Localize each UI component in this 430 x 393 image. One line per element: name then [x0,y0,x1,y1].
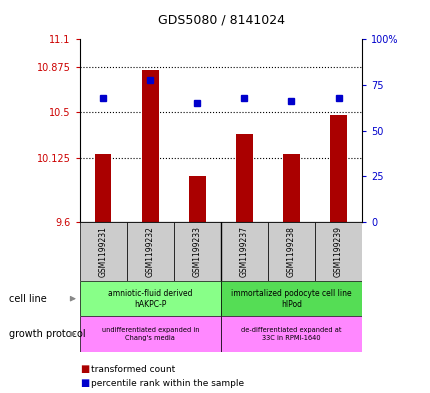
Bar [80,222,126,281]
Bar [329,115,346,222]
Text: amniotic-fluid derived
hAKPC-P: amniotic-fluid derived hAKPC-P [108,288,192,309]
Bar [126,222,173,281]
Text: transformed count: transformed count [90,365,174,374]
Text: GDS5080 / 8141024: GDS5080 / 8141024 [158,14,285,27]
Text: GSM1199231: GSM1199231 [98,226,108,277]
Bar [80,316,220,352]
Text: ■: ■ [80,364,89,375]
Bar [173,222,220,281]
Bar [267,222,314,281]
Text: immortalized podocyte cell line
hIPod: immortalized podocyte cell line hIPod [230,288,351,309]
Bar [314,222,361,281]
Bar [95,154,111,222]
Bar [220,316,361,352]
Text: GSM1199237: GSM1199237 [240,226,249,277]
Text: undifferentiated expanded in
Chang's media: undifferentiated expanded in Chang's med… [101,327,199,341]
Text: cell line: cell line [9,294,46,304]
Bar [220,222,267,281]
Text: GSM1199239: GSM1199239 [333,226,342,277]
Text: ■: ■ [80,378,89,388]
Bar [220,281,361,316]
Text: percentile rank within the sample: percentile rank within the sample [90,379,243,387]
Text: GSM1199232: GSM1199232 [145,226,154,277]
Text: GSM1199238: GSM1199238 [286,226,295,277]
Bar [80,281,220,316]
Bar [142,70,158,222]
Bar [283,154,299,222]
Text: de-differentiated expanded at
33C in RPMI-1640: de-differentiated expanded at 33C in RPM… [241,327,341,341]
Text: GSM1199233: GSM1199233 [192,226,201,277]
Bar [189,176,205,222]
Text: growth protocol: growth protocol [9,329,85,339]
Bar [236,134,252,222]
